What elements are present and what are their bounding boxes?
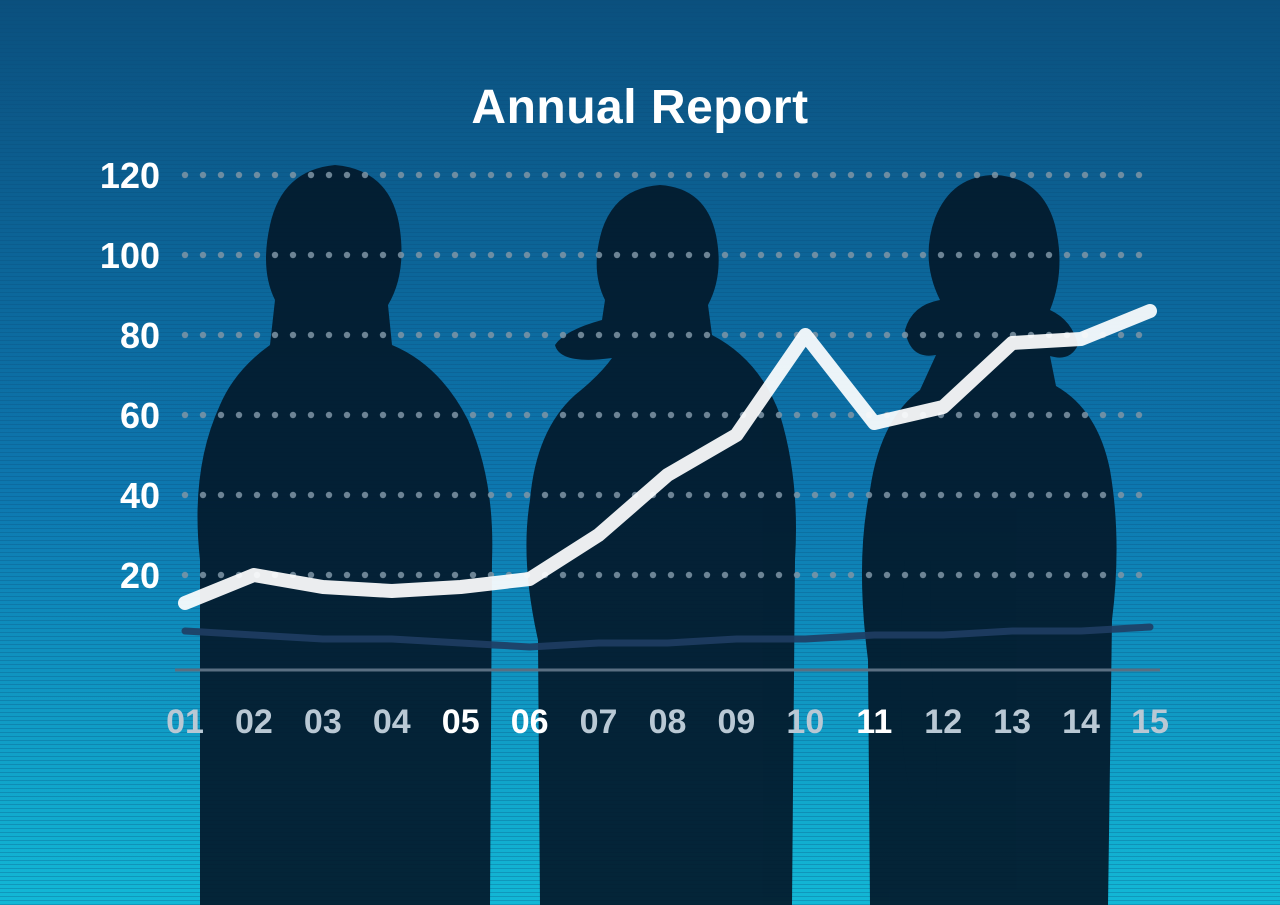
series-primary <box>185 311 1150 603</box>
y-tick-label: 60 <box>80 395 160 437</box>
x-tick-label: 13 <box>987 703 1037 742</box>
x-tick-label: 14 <box>1056 703 1106 742</box>
x-tick-label: 11 <box>849 703 899 742</box>
x-tick-label: 05 <box>436 703 486 742</box>
x-tick-label: 06 <box>505 703 555 742</box>
chart-svg <box>0 0 1280 905</box>
y-tick-label: 80 <box>80 315 160 357</box>
x-tick-label: 03 <box>298 703 348 742</box>
chart-stage: Annual Report 12010080604020 01020304050… <box>0 0 1280 905</box>
x-tick-label: 08 <box>643 703 693 742</box>
series-secondary <box>185 627 1150 647</box>
x-tick-label: 15 <box>1125 703 1175 742</box>
x-tick-label: 01 <box>160 703 210 742</box>
y-tick-label: 20 <box>80 555 160 597</box>
x-tick-label: 07 <box>574 703 624 742</box>
y-tick-label: 120 <box>80 155 160 197</box>
y-tick-label: 40 <box>80 475 160 517</box>
x-tick-label: 02 <box>229 703 279 742</box>
x-tick-label: 10 <box>780 703 830 742</box>
x-tick-label: 04 <box>367 703 417 742</box>
x-tick-label: 09 <box>711 703 761 742</box>
x-tick-label: 12 <box>918 703 968 742</box>
y-tick-label: 100 <box>80 235 160 277</box>
